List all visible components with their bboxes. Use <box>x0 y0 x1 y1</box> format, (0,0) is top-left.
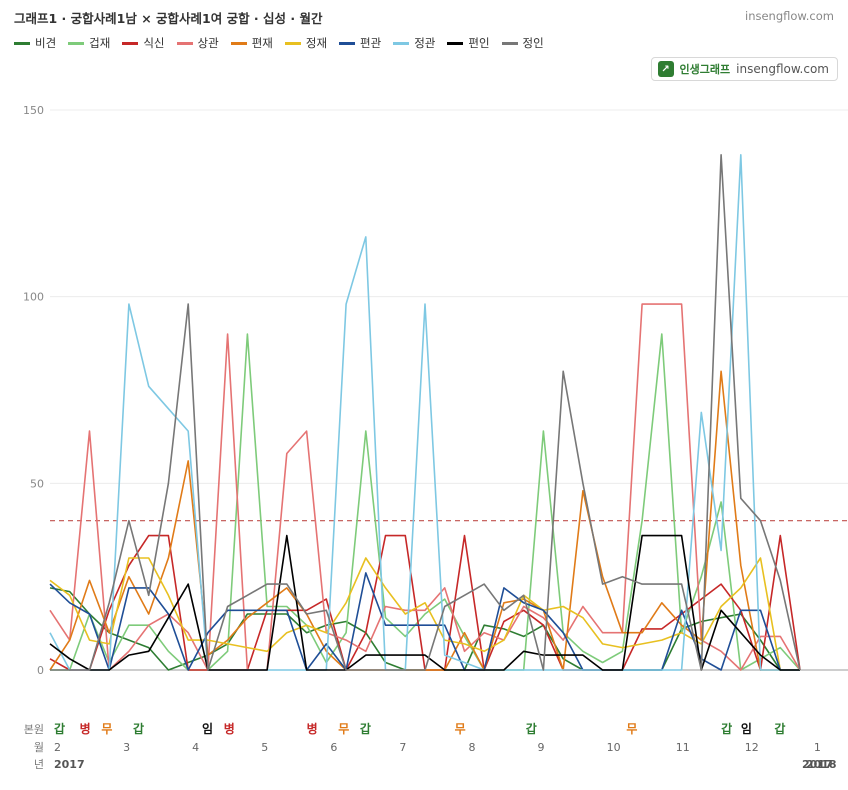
y-tick-label: 0 <box>37 664 44 677</box>
legend-swatch <box>284 41 301 45</box>
bonwon-char: 갑 <box>360 722 371 736</box>
series-line-정인 <box>50 154 801 671</box>
legend-item[interactable]: 정인 <box>501 35 544 51</box>
legend-label: 편인 <box>468 36 490 50</box>
series-line-상관 <box>49 303 801 671</box>
legend-label: 상관 <box>197 36 219 50</box>
row-label-bonwon: 본원 <box>24 723 44 736</box>
brand-badge[interactable]: ↗ 인생그래프 insengflow.com <box>650 57 838 81</box>
bonwon-char: 갑 <box>526 722 537 736</box>
month-tick-label: 10 <box>607 741 621 754</box>
legend-label: 편관 <box>360 36 382 50</box>
month-tick-label: 11 <box>676 741 690 754</box>
series-line-겁재 <box>50 333 801 671</box>
legend-label: 편재 <box>251 36 273 50</box>
bonwon-char: 무 <box>101 722 112 736</box>
month-tick-label: 3 <box>123 741 130 754</box>
month-tick-label: 2 <box>54 741 61 754</box>
month-tick-label: 4 <box>192 741 199 754</box>
legend-item[interactable]: 상관 <box>176 35 219 51</box>
month-tick-label: 1 <box>814 741 821 754</box>
legend-item[interactable]: 편관 <box>339 35 381 51</box>
bonwon-char: 임 <box>202 722 213 736</box>
month-tick-label: 8 <box>468 741 475 754</box>
legend-item[interactable]: 정관 <box>393 35 435 51</box>
bonwon-char: 무 <box>626 722 637 736</box>
legend-swatch <box>230 41 247 45</box>
y-tick-label: 150 <box>23 104 44 117</box>
bonwon-char: 임 <box>741 722 752 736</box>
row-label-year: 년 <box>34 758 44 771</box>
bonwon-char: 무 <box>455 722 466 736</box>
bonwon-char: 병 <box>80 721 91 736</box>
badge-site: insengflow.com <box>736 62 829 76</box>
year-tick-label: 2017 <box>54 758 85 771</box>
bonwon-char: 갑 <box>133 722 144 736</box>
legend-swatch <box>501 41 518 45</box>
legend-swatch <box>447 41 464 45</box>
bonwon-char: 갑 <box>774 722 785 736</box>
month-tick-label: 7 <box>399 741 406 754</box>
y-tick-label: 50 <box>30 477 44 490</box>
month-tick-label: 5 <box>261 741 268 754</box>
chart-logo-icon: ↗ <box>657 61 674 77</box>
legend-item[interactable]: 편인 <box>447 35 490 51</box>
legend-swatch <box>393 41 410 45</box>
month-tick-label: 9 <box>538 741 545 754</box>
bonwon-char: 병 <box>307 721 318 736</box>
legend-label: 겁재 <box>89 36 111 50</box>
legend-swatch <box>122 41 139 45</box>
month-tick-label: 6 <box>330 741 337 754</box>
series-line-편인 <box>49 534 800 671</box>
legend-item[interactable]: 정재 <box>284 35 328 51</box>
month-tick-label: 12 <box>745 741 759 754</box>
legend-label: 정인 <box>522 36 544 50</box>
legend-label: 비견 <box>35 36 57 50</box>
year-tick-label: 2017 <box>802 758 833 771</box>
legend-label: 정재 <box>305 36 328 50</box>
y-tick-label: 100 <box>23 291 44 304</box>
legend-item[interactable]: 겁재 <box>68 35 110 51</box>
bonwon-char: 갑 <box>721 722 732 736</box>
site-label[interactable]: insengflow.com <box>745 9 834 23</box>
series-line-편관 <box>49 572 800 671</box>
bonwon-char: 갑 <box>54 722 65 736</box>
legend-item[interactable]: 비견 <box>14 35 56 51</box>
legend-label: 식신 <box>143 36 165 50</box>
legend-item[interactable]: 식신 <box>122 35 165 51</box>
legend: 비견 겁재 식신 상관 편재 정재 편관 정관 편인 정인 <box>14 35 544 51</box>
legend-item[interactable]: 편재 <box>230 35 273 51</box>
series-line-정재 <box>49 557 800 671</box>
legend-swatch <box>339 41 356 45</box>
badge-brand: 인생그래프 <box>679 63 731 76</box>
legend-swatch <box>68 41 85 45</box>
bonwon-char: 병 <box>224 721 235 736</box>
series-line-정관 <box>49 154 800 671</box>
row-label-month: 월 <box>34 741 44 754</box>
legend-swatch <box>14 41 30 45</box>
chart-title: 그래프1 · 궁합사례1남 × 궁합사례1여 궁합 · 십성 · 월간 <box>14 11 323 26</box>
year-tick-label: 2018 <box>806 758 837 771</box>
legend-swatch <box>176 41 193 45</box>
bonwon-char: 무 <box>338 722 349 736</box>
legend-label: 정관 <box>414 36 436 50</box>
